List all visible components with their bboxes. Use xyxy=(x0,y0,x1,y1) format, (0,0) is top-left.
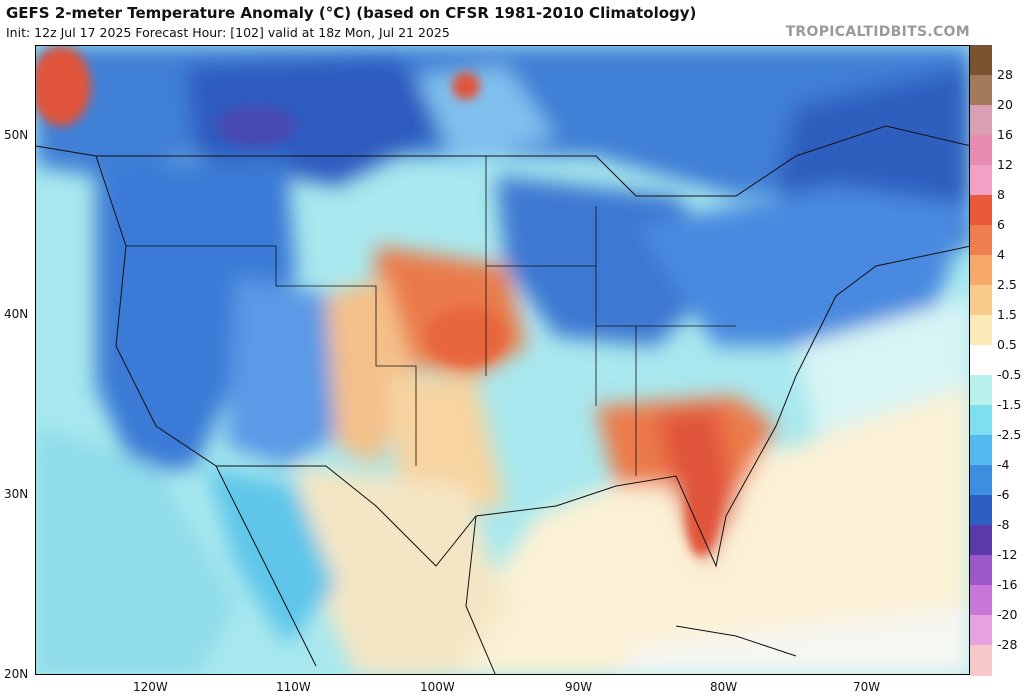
colorbar-label: -20 xyxy=(997,607,1018,622)
colorbar-label: 2.5 xyxy=(997,277,1017,292)
lat-label: 40N xyxy=(4,307,29,321)
watermark: TROPICALTIDBITS.COM xyxy=(785,24,970,40)
colorbar-label: -16 xyxy=(997,577,1018,592)
anomaly-field xyxy=(36,46,969,674)
colorbar-label: 8 xyxy=(997,187,1005,202)
colorbar-swatch xyxy=(970,405,992,436)
lon-label: 100W xyxy=(420,680,455,694)
map-title: GEFS 2-meter Temperature Anomaly (°C) (b… xyxy=(6,4,697,22)
colorbar-swatch xyxy=(970,195,992,226)
colorbar-label: -6 xyxy=(997,487,1010,502)
boundaries xyxy=(36,125,969,674)
colorbar-label: 28 xyxy=(997,67,1013,82)
colorbar-swatch xyxy=(970,225,992,256)
colorbar-label: 12 xyxy=(997,157,1013,172)
colorbar-label: -0.5 xyxy=(997,367,1022,382)
colorbar-swatch xyxy=(970,135,992,166)
colorbar-swatch xyxy=(970,375,992,406)
colorbar-label: 1.5 xyxy=(997,307,1017,322)
colorbar-label: 20 xyxy=(997,97,1013,112)
colorbar-swatch xyxy=(970,495,992,526)
colorbar-swatch xyxy=(970,165,992,196)
lat-label: 30N xyxy=(4,487,29,501)
lat-label: 20N xyxy=(4,667,29,681)
cuba-outline xyxy=(675,625,797,657)
colorbar-swatch xyxy=(970,645,992,676)
colorbar-label: 6 xyxy=(997,217,1005,232)
colorbar-label: -2.5 xyxy=(997,427,1022,442)
lon-label: 120W xyxy=(133,680,168,694)
colorbar-swatch xyxy=(970,255,992,286)
lon-label: 80W xyxy=(710,680,738,694)
colorbar-label: 0.5 xyxy=(997,337,1017,352)
colorbar-label: 4 xyxy=(997,247,1005,262)
map-subtitle: Init: 12z Jul 17 2025 Forecast Hour: [10… xyxy=(6,25,450,40)
colorbar-swatch xyxy=(970,75,992,106)
colorbar-swatch xyxy=(970,285,992,316)
colorbar xyxy=(970,45,992,676)
colorbar-swatch xyxy=(970,585,992,616)
pacific-coastline xyxy=(36,145,317,667)
colorbar-swatch xyxy=(970,615,992,646)
colorbar-swatch xyxy=(970,525,992,556)
state-lines-east xyxy=(485,156,736,476)
lon-label: 90W xyxy=(565,680,593,694)
colorbar-label: -28 xyxy=(997,637,1018,652)
colorbar-swatch xyxy=(970,465,992,496)
mexico-coastline xyxy=(465,515,496,674)
colorbar-swatch xyxy=(970,315,992,346)
state-lines-west xyxy=(126,245,417,466)
map-canvas xyxy=(36,46,969,674)
lon-label: 110W xyxy=(276,680,311,694)
colorbar-swatch xyxy=(970,45,992,76)
colorbar-label: -12 xyxy=(997,547,1018,562)
temperature-anomaly-map xyxy=(35,45,970,675)
lon-label: 70W xyxy=(853,680,881,694)
gulf-atlantic-coastline xyxy=(216,245,969,568)
colorbar-label: -4 xyxy=(997,457,1010,472)
colorbar-swatch xyxy=(970,105,992,136)
colorbar-label: 16 xyxy=(997,127,1013,142)
colorbar-swatch xyxy=(970,555,992,586)
colorbar-label: -8 xyxy=(997,517,1010,532)
lat-label: 50N xyxy=(4,128,29,142)
us-canada-border xyxy=(96,125,969,197)
colorbar-label: -1.5 xyxy=(997,397,1022,412)
colorbar-swatch xyxy=(970,345,992,376)
colorbar-swatch xyxy=(970,435,992,466)
